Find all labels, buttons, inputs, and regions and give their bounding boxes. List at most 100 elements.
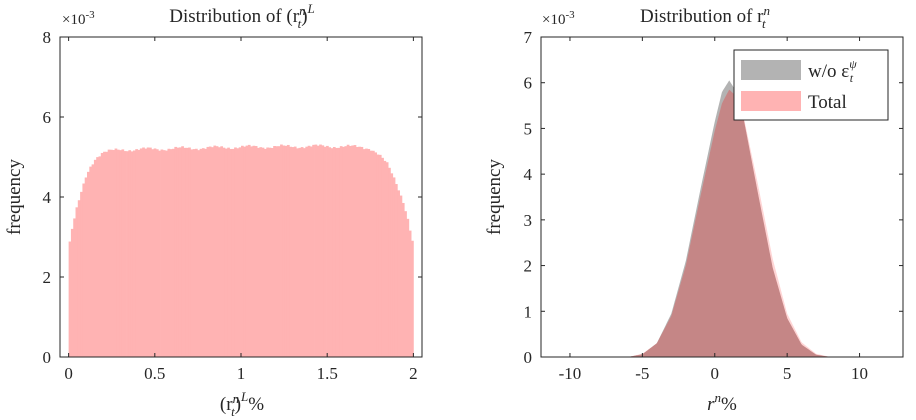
histogram-bar <box>167 148 171 357</box>
x-tick-label: -5 <box>635 364 649 383</box>
histogram-bar <box>236 148 240 357</box>
legend: w/o εψ t Total <box>733 49 889 121</box>
histogram-bar <box>401 202 405 357</box>
legend-swatch-series-1 <box>741 60 801 80</box>
histogram-bar <box>344 146 348 357</box>
histogram-bar <box>213 145 217 357</box>
histogram-bar <box>151 149 155 357</box>
histogram-bar <box>353 145 357 357</box>
histogram-bar <box>70 228 74 357</box>
histogram-bar <box>360 146 364 357</box>
histogram-bar <box>231 148 235 357</box>
histogram-bar <box>114 148 118 357</box>
histogram-bar <box>275 146 279 357</box>
right-series-marks <box>627 80 831 358</box>
right-y-label: frequency <box>484 159 505 235</box>
histogram-bar <box>411 240 414 357</box>
histogram-bar <box>321 145 325 357</box>
x-tick-label: 5 <box>783 364 792 383</box>
histogram-bar <box>162 150 166 357</box>
histogram-bar <box>376 154 380 357</box>
histogram-bar <box>112 150 115 357</box>
histogram-bar <box>266 147 269 357</box>
x-tick-label: 0.5 <box>144 364 165 383</box>
histogram-bar <box>314 144 318 357</box>
histogram-bar <box>369 150 373 357</box>
histogram-bar <box>337 147 341 357</box>
histogram-bar <box>222 147 226 357</box>
histogram-bar <box>316 145 320 357</box>
histogram-bar <box>139 148 143 357</box>
histogram-bar <box>89 166 93 357</box>
histogram-bar <box>82 183 86 357</box>
histogram-bar <box>174 146 178 357</box>
right-chart-title: Distribution of rn t <box>640 3 770 31</box>
right-chart: -10 -5 0 5 10 0 1 2 3 4 5 6 7 ×10-3 Distribution of… <box>484 3 904 415</box>
histogram-bar <box>257 147 260 357</box>
histogram-bar <box>176 147 180 357</box>
x-tick-label: 0 <box>711 364 720 383</box>
y-tick-label: 4 <box>524 165 533 184</box>
histogram-bar <box>332 146 336 357</box>
left-series-marks <box>68 144 414 357</box>
histogram-bar <box>91 164 95 357</box>
x-tick-label: 0 <box>64 364 73 383</box>
histogram-bar <box>252 145 256 357</box>
histogram-bar <box>342 146 345 357</box>
y-tick-label: 7 <box>524 28 533 47</box>
histogram-bar <box>100 152 104 357</box>
histogram-bar <box>303 148 306 357</box>
histogram-bar <box>330 148 334 357</box>
histogram-bar <box>121 149 125 357</box>
histogram-bar <box>309 146 313 357</box>
histogram-bar <box>291 147 295 357</box>
histogram-bar <box>178 147 182 357</box>
histogram-bar <box>153 148 157 357</box>
histogram-bar <box>220 146 224 357</box>
y-tick-label: 0 <box>43 348 52 367</box>
histogram-bar <box>250 146 253 357</box>
histogram-bar <box>109 149 113 357</box>
histogram-bar <box>135 149 138 357</box>
histogram-bar <box>312 144 315 357</box>
histogram-bar <box>146 147 150 357</box>
histogram-bar <box>208 146 212 357</box>
histogram-bar <box>392 177 396 357</box>
histogram-bar <box>195 148 198 357</box>
histogram-bar <box>408 230 412 357</box>
y-tick-label: 4 <box>43 188 52 207</box>
histogram-bar <box>296 148 299 357</box>
histogram-bar <box>199 148 203 357</box>
histogram-bar <box>119 150 122 357</box>
y-tick-label: 8 <box>43 28 52 47</box>
histogram-bar <box>259 147 263 357</box>
histogram-bar <box>123 151 127 357</box>
histogram-bar <box>351 145 355 357</box>
histogram-bar <box>75 207 79 357</box>
histogram-bar <box>68 241 72 357</box>
left-y-exponent: ×10-3 <box>62 9 95 28</box>
histogram-bar <box>229 148 233 357</box>
histogram-bar <box>185 147 189 357</box>
left-x-label: (rn t)L% <box>220 389 264 419</box>
histogram-bar <box>383 160 387 357</box>
histogram-bar <box>388 167 391 357</box>
right-plot-frame <box>540 36 904 358</box>
histogram-bar <box>218 147 221 357</box>
histogram-bar <box>169 149 173 357</box>
histogram-bar <box>105 151 109 357</box>
legend-label-series-2: Total <box>808 92 847 113</box>
histogram-bar <box>149 147 152 357</box>
histogram-bar <box>128 150 132 357</box>
left-y-label: frequency <box>4 159 25 235</box>
histogram-bar <box>247 144 251 357</box>
histogram-bar <box>155 149 159 357</box>
histogram-bar <box>323 146 327 357</box>
histogram-bar <box>358 146 361 357</box>
histogram-bar <box>390 173 394 357</box>
histogram-bar <box>144 148 148 357</box>
histogram-bar <box>263 148 267 357</box>
histogram-bar <box>80 191 83 357</box>
left-chart: 0 0.5 1 1.5 2 0 2 4 6 8 ×10-3 Distribution of (r… <box>4 1 423 419</box>
histogram-bar <box>280 144 283 357</box>
